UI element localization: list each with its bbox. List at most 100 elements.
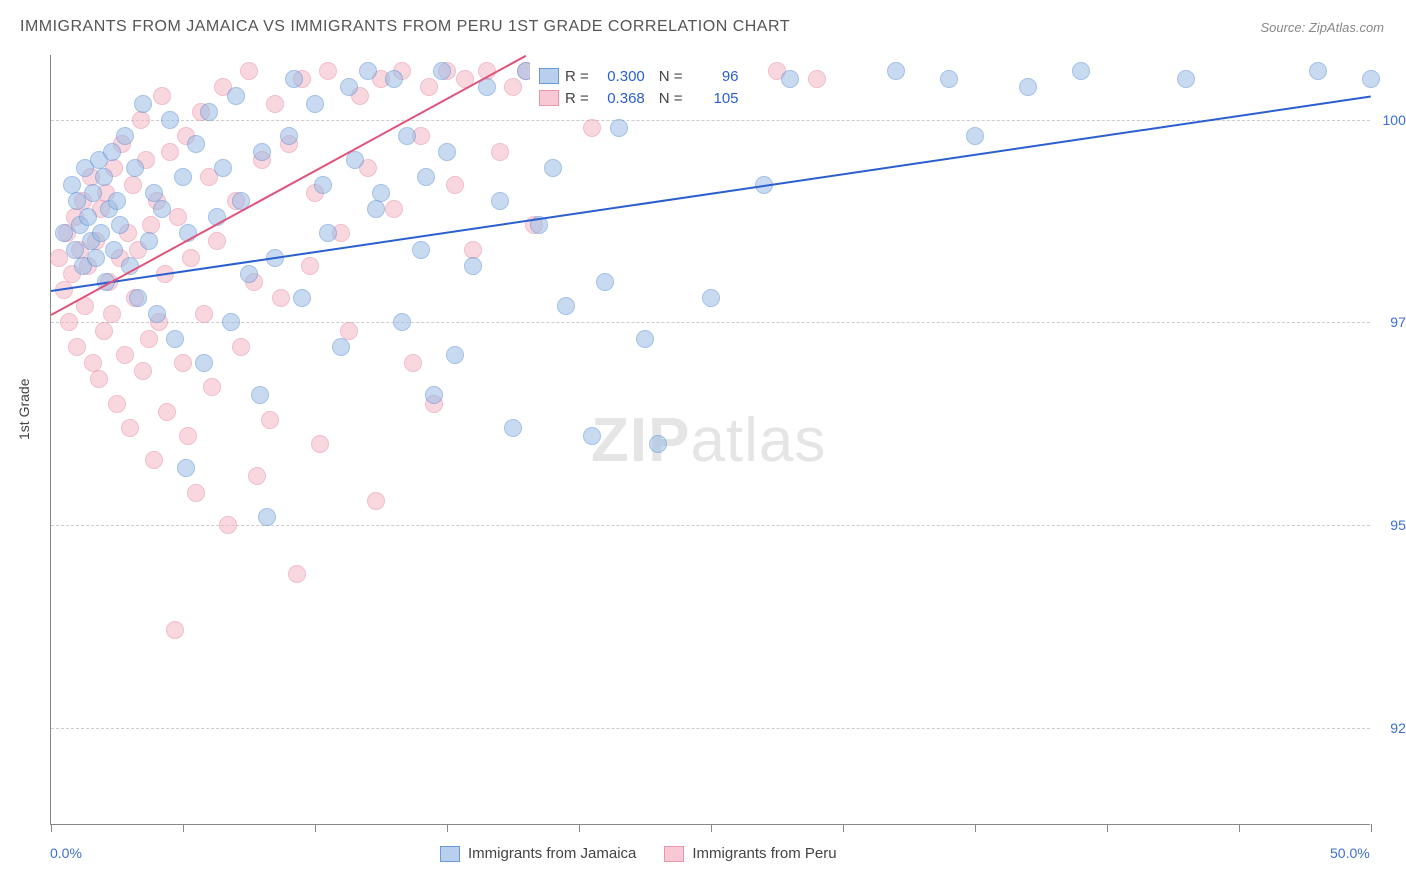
x-tick	[315, 824, 316, 832]
scatter-point	[393, 313, 411, 331]
scatter-point	[940, 70, 958, 88]
scatter-point	[203, 378, 221, 396]
scatter-point	[583, 119, 601, 137]
scatter-point	[222, 313, 240, 331]
gridline	[51, 525, 1370, 526]
scatter-point	[92, 224, 110, 242]
scatter-point	[446, 176, 464, 194]
scatter-point	[140, 232, 158, 250]
scatter-point	[132, 111, 150, 129]
scatter-point	[174, 354, 192, 372]
scatter-point	[306, 95, 324, 113]
scatter-point	[166, 330, 184, 348]
watermark: ZIPatlas	[591, 405, 826, 476]
scatter-point	[248, 467, 266, 485]
x-tick	[1107, 824, 1108, 832]
scatter-point	[121, 419, 139, 437]
x-tick	[1371, 824, 1372, 832]
scatter-point	[134, 95, 152, 113]
trend-line	[51, 96, 1371, 293]
scatter-point	[116, 346, 134, 364]
legend-item: Immigrants from Jamaica	[440, 845, 636, 862]
series-legend: Immigrants from JamaicaImmigrants from P…	[440, 845, 837, 862]
scatter-point	[544, 159, 562, 177]
y-tick-label: 97.5%	[1390, 314, 1406, 330]
scatter-point	[340, 78, 358, 96]
scatter-point	[134, 362, 152, 380]
x-tick	[711, 824, 712, 832]
gridline	[51, 120, 1370, 121]
scatter-point	[179, 427, 197, 445]
scatter-point	[219, 516, 237, 534]
scatter-point	[108, 395, 126, 413]
scatter-point	[232, 338, 250, 356]
scatter-point	[649, 435, 667, 453]
y-axis-label: 1st Grade	[16, 379, 32, 440]
scatter-point	[1177, 70, 1195, 88]
scatter-point	[596, 273, 614, 291]
scatter-point	[557, 297, 575, 315]
scatter-point	[311, 435, 329, 453]
scatter-point	[367, 200, 385, 218]
source-label: Source: ZipAtlas.com	[1260, 20, 1384, 35]
legend-r-label: R =	[565, 68, 589, 85]
scatter-point	[166, 621, 184, 639]
scatter-point	[464, 257, 482, 275]
scatter-point	[1362, 70, 1380, 88]
y-tick-label: 95.0%	[1390, 517, 1406, 533]
scatter-point	[145, 451, 163, 469]
scatter-point	[346, 151, 364, 169]
scatter-point	[808, 70, 826, 88]
x-tick	[51, 824, 52, 832]
scatter-point	[95, 322, 113, 340]
legend-series-name: Immigrants from Jamaica	[468, 845, 636, 862]
scatter-point	[966, 127, 984, 145]
legend-r-label: R =	[565, 90, 589, 107]
scatter-point	[126, 159, 144, 177]
scatter-point	[187, 484, 205, 502]
legend-n-label: N =	[659, 90, 683, 107]
scatter-point	[702, 289, 720, 307]
legend-row: R = 0.368 N = 105	[539, 87, 739, 109]
scatter-point	[161, 111, 179, 129]
scatter-point	[293, 289, 311, 307]
scatter-point	[280, 127, 298, 145]
scatter-point	[251, 386, 269, 404]
scatter-point	[301, 257, 319, 275]
scatter-point	[253, 143, 271, 161]
x-tick	[843, 824, 844, 832]
scatter-point	[60, 313, 78, 331]
scatter-point	[195, 354, 213, 372]
scatter-point	[129, 289, 147, 307]
scatter-point	[359, 62, 377, 80]
scatter-point	[332, 338, 350, 356]
plot-area: ZIPatlas 92.5%95.0%97.5%100.0%	[50, 55, 1370, 825]
chart-title: IMMIGRANTS FROM JAMAICA VS IMMIGRANTS FR…	[20, 18, 790, 36]
scatter-point	[79, 208, 97, 226]
x-tick-label: 0.0%	[50, 845, 82, 861]
scatter-point	[140, 330, 158, 348]
scatter-point	[116, 127, 134, 145]
scatter-point	[504, 78, 522, 96]
scatter-point	[285, 70, 303, 88]
scatter-point	[208, 232, 226, 250]
scatter-point	[87, 249, 105, 267]
scatter-point	[148, 305, 166, 323]
scatter-point	[504, 419, 522, 437]
scatter-point	[636, 330, 654, 348]
legend-n-value: 105	[689, 90, 739, 107]
x-tick	[447, 824, 448, 832]
scatter-point	[103, 305, 121, 323]
scatter-point	[95, 168, 113, 186]
scatter-point	[319, 62, 337, 80]
legend-swatch	[539, 68, 559, 84]
scatter-point	[412, 241, 430, 259]
scatter-point	[227, 87, 245, 105]
legend-r-value: 0.368	[595, 90, 645, 107]
scatter-point	[340, 322, 358, 340]
scatter-point	[68, 338, 86, 356]
scatter-point	[90, 370, 108, 388]
scatter-point	[583, 427, 601, 445]
scatter-point	[258, 508, 276, 526]
scatter-point	[103, 143, 121, 161]
